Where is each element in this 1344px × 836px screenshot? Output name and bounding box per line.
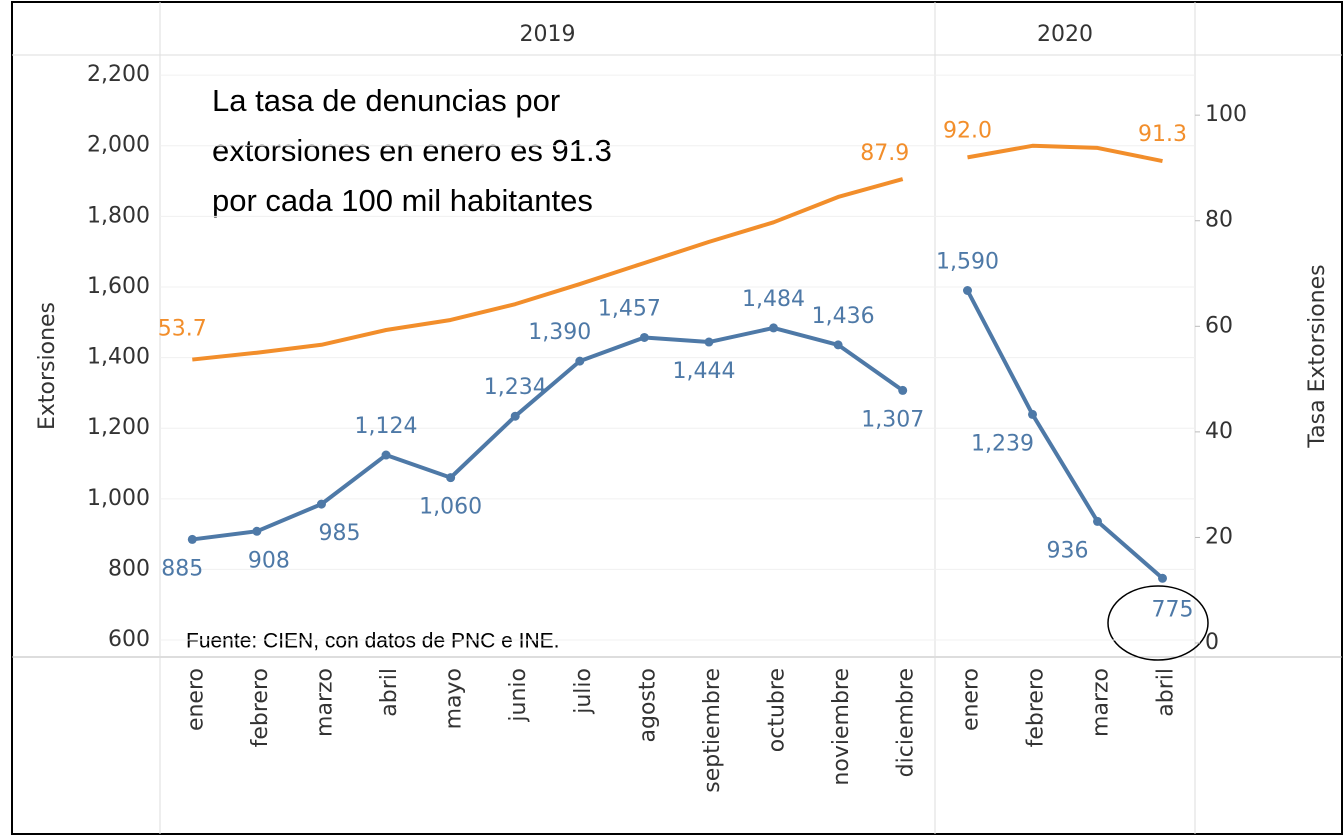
x-tick-label: mayo (442, 668, 467, 729)
point (963, 286, 972, 296)
data-label: 1,590 (936, 250, 999, 275)
point (898, 385, 908, 395)
y2-tick-label: 0 (1205, 630, 1219, 655)
data-label: 87.9 (860, 141, 909, 166)
point (639, 332, 649, 342)
data-label: 985 (318, 521, 360, 546)
line (965, 289, 1164, 580)
point (252, 526, 262, 536)
x-tick-label: febrero (248, 668, 273, 747)
x-tick-label: octubre (765, 668, 790, 752)
x-tick-label: noviembre (829, 668, 854, 786)
panel-title: 2020 (1037, 22, 1093, 47)
x-tick-label: diciembre (894, 668, 919, 777)
y-axis-label: Extorsiones (35, 302, 60, 430)
line (967, 143, 1163, 164)
line (192, 325, 904, 542)
data-label: 92.0 (943, 118, 992, 143)
annotation: La tasa de denuncias por (212, 83, 560, 118)
data-label: 1,307 (861, 407, 924, 432)
x-tick-label: enero (959, 668, 984, 731)
point (1158, 573, 1167, 583)
y2-tick-label: 60 (1205, 313, 1233, 338)
y-tick-label: 1,600 (87, 274, 150, 299)
data-label: 1,444 (672, 359, 735, 384)
x-tick-label: abril (1154, 668, 1179, 717)
data-label: 775 (1152, 597, 1194, 622)
x-tick-label: enero (183, 668, 208, 731)
x-tick-label: febrero (1024, 668, 1049, 747)
data-label: 1,390 (528, 320, 591, 345)
line (192, 177, 904, 362)
data-label: 1,436 (812, 304, 875, 329)
x-tick-label: marzo (1089, 668, 1114, 737)
data-label: 91.3 (1138, 122, 1187, 147)
y2-tick-label: 20 (1205, 524, 1233, 549)
x-tick-label: julio (571, 668, 596, 715)
y2-tick-label: 80 (1205, 208, 1233, 233)
y-tick-label: 1,000 (87, 486, 150, 511)
data-label: 885 (161, 556, 203, 581)
x-tick-label: septiembre (700, 668, 725, 793)
highlight-circle (1107, 585, 1209, 661)
point (769, 323, 779, 333)
point (575, 356, 585, 366)
point (704, 337, 714, 347)
point (381, 450, 391, 460)
y2-axis-label: Tasa Extorsiones (1305, 264, 1330, 448)
data-label: 1,457 (598, 296, 661, 321)
point (446, 473, 456, 483)
x-tick-label: marzo (312, 668, 337, 737)
x-tick-label: abril (377, 668, 402, 717)
y-tick-label: 1,800 (87, 203, 150, 228)
data-label: 1,239 (971, 431, 1034, 456)
data-label: 1,484 (742, 287, 805, 312)
annotation: por cada 100 mil habitantes (212, 183, 593, 218)
annotation: extorsiones en enero es 91.3 (212, 133, 612, 168)
source: Fuente: CIEN, con datos de PNC e INE. (186, 630, 560, 653)
data-label: 936 (1047, 538, 1089, 563)
point (510, 411, 520, 421)
data-label: 53.7 (158, 317, 207, 342)
point (833, 340, 843, 350)
y-tick-label: 1,400 (87, 345, 150, 370)
point (1028, 409, 1037, 419)
y-tick-label: 2,000 (87, 133, 150, 158)
data-label: 1,124 (355, 414, 418, 439)
y-tick-label: 600 (108, 627, 150, 652)
y-tick-label: 2,200 (87, 62, 150, 87)
y-tick-label: 800 (108, 556, 150, 581)
y-tick-label: 1,200 (87, 415, 150, 440)
point (1093, 516, 1102, 526)
frame (11, 1, 1343, 835)
y2-tick-label: 100 (1205, 102, 1247, 127)
y2-tick-label: 40 (1205, 419, 1233, 444)
x-tick-label: junio (506, 668, 531, 723)
data-label: 908 (248, 548, 290, 573)
data-label: 1,060 (419, 495, 482, 520)
point (187, 534, 197, 544)
x-tick-label: agosto (635, 668, 660, 742)
point (316, 499, 326, 509)
panel-title: 2019 (520, 22, 576, 47)
data-label: 1,234 (484, 375, 547, 400)
